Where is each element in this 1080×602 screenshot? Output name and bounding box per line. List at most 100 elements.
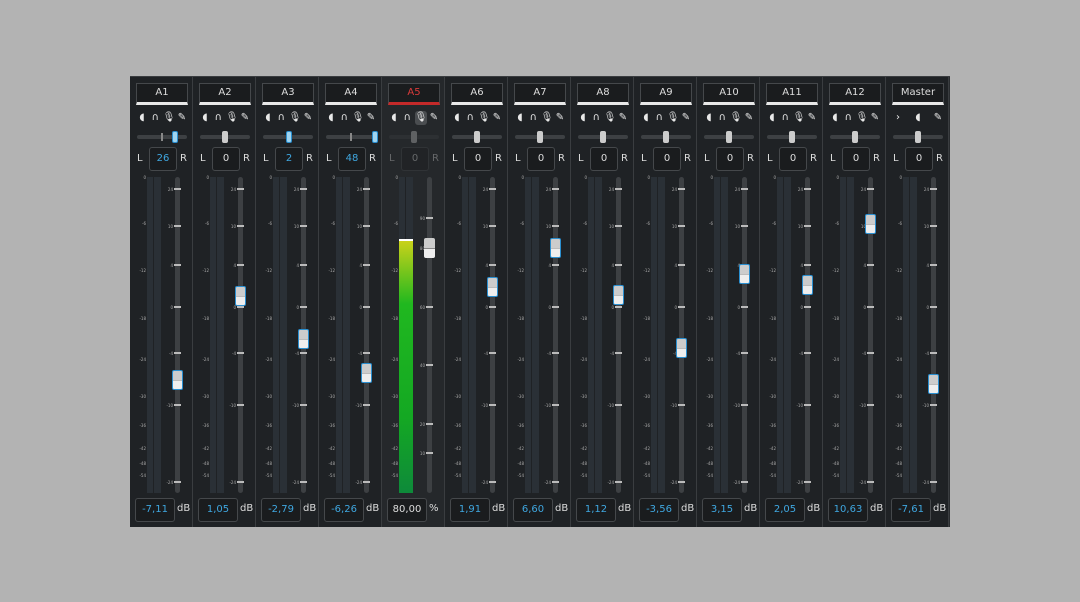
pan-value[interactable]: 0 <box>212 147 240 171</box>
mic-icon[interactable]: 🎙︎ <box>288 112 302 123</box>
edit-icon[interactable]: ✎ <box>240 112 250 123</box>
pan-thumb[interactable] <box>789 131 795 143</box>
volume-value-field[interactable]: 1,91 <box>450 498 490 522</box>
pan-value[interactable]: 0 <box>716 147 744 171</box>
headphones-icon[interactable]: ∩ <box>844 112 852 123</box>
edit-icon[interactable]: ✎ <box>303 112 313 123</box>
pan-thumb[interactable] <box>663 131 669 143</box>
pan-value[interactable]: 0 <box>527 147 555 171</box>
pan-thumb[interactable] <box>600 131 606 143</box>
pan-thumb[interactable] <box>852 131 858 143</box>
volume-value-field[interactable]: 1,05 <box>198 498 238 522</box>
channel-name[interactable]: A4 <box>325 83 377 105</box>
channel-name[interactable]: A10 <box>703 83 755 105</box>
pan-thumb[interactable] <box>286 131 292 143</box>
channel-name[interactable]: A6 <box>451 83 503 105</box>
mic-icon[interactable]: 🎙︎ <box>729 112 743 123</box>
volume-value-field[interactable]: 80,00 <box>387 498 427 522</box>
edit-icon[interactable]: ✎ <box>177 112 187 123</box>
volume-fader-track[interactable] <box>616 177 621 493</box>
volume-fader-thumb[interactable] <box>865 214 876 235</box>
channel-name[interactable]: A5 <box>388 83 440 105</box>
headphones-icon[interactable]: ∩ <box>718 112 726 123</box>
volume-fader-thumb[interactable] <box>550 238 561 259</box>
speaker-icon[interactable]: ◖ <box>202 112 208 123</box>
mic-icon[interactable]: 🎙︎ <box>603 112 617 123</box>
mic-icon[interactable]: 🎙︎ <box>666 112 680 123</box>
volume-fader-thumb[interactable] <box>928 374 939 395</box>
channel-name[interactable]: A9 <box>640 83 692 105</box>
speaker-icon[interactable]: ◖ <box>265 112 271 123</box>
pan-slider[interactable] <box>830 131 880 143</box>
volume-fader-thumb[interactable] <box>298 329 309 350</box>
headphones-icon[interactable]: ∩ <box>529 112 537 123</box>
headphones-icon[interactable]: ∩ <box>214 112 222 123</box>
volume-fader-thumb[interactable] <box>613 285 624 306</box>
volume-value-field[interactable]: 2,05 <box>765 498 805 522</box>
pan-slider[interactable] <box>263 131 313 143</box>
pan-thumb[interactable] <box>411 131 417 143</box>
volume-value-field[interactable]: 1,12 <box>576 498 616 522</box>
volume-value-field[interactable]: -7,11 <box>135 498 175 522</box>
volume-fader-thumb[interactable] <box>235 285 246 306</box>
volume-fader-track[interactable] <box>364 177 369 493</box>
pan-thumb[interactable] <box>222 131 228 143</box>
mic-icon[interactable]: 🎙︎ <box>792 112 806 123</box>
pan-value[interactable]: 0 <box>779 147 807 171</box>
volume-fader-track[interactable] <box>490 177 495 493</box>
mic-icon[interactable]: 🎙︎ <box>414 111 428 125</box>
headphones-icon[interactable]: ∩ <box>277 112 285 123</box>
speaker-icon[interactable]: ◖ <box>391 112 397 123</box>
edit-icon[interactable]: ✎ <box>492 112 502 123</box>
pan-value[interactable]: 0 <box>464 147 492 171</box>
volume-value-field[interactable]: 10,63 <box>828 498 868 522</box>
channel-name[interactable]: A7 <box>514 83 566 105</box>
speaker-icon[interactable]: ◖ <box>580 112 586 123</box>
pan-slider[interactable] <box>893 131 943 143</box>
edit-icon[interactable]: ✎ <box>870 112 880 123</box>
volume-value-field[interactable]: -3,56 <box>639 498 679 522</box>
volume-fader-track[interactable] <box>553 177 558 493</box>
mic-icon[interactable]: 🎙︎ <box>162 112 176 123</box>
channel-name[interactable]: A11 <box>766 83 818 105</box>
volume-fader-track[interactable] <box>175 177 180 493</box>
volume-fader-thumb[interactable] <box>802 275 813 296</box>
mic-icon[interactable]: 🎙︎ <box>351 112 365 123</box>
volume-fader-track[interactable] <box>931 177 936 493</box>
pan-thumb[interactable] <box>537 131 543 143</box>
volume-fader-thumb[interactable] <box>487 276 498 297</box>
volume-fader-track[interactable] <box>868 177 873 493</box>
pan-slider[interactable] <box>515 131 565 143</box>
volume-fader-thumb[interactable] <box>739 263 750 284</box>
chevron-right-icon[interactable]: › <box>896 112 900 123</box>
pan-thumb[interactable] <box>915 131 921 143</box>
speaker-icon[interactable]: ◖ <box>915 112 921 123</box>
channel-name[interactable]: A3 <box>262 83 314 105</box>
mic-icon[interactable]: 🎙︎ <box>477 112 491 123</box>
channel-name[interactable]: Master <box>892 83 944 105</box>
speaker-icon[interactable]: ◖ <box>328 112 334 123</box>
edit-icon[interactable]: ✎ <box>366 112 376 123</box>
pan-slider[interactable] <box>641 131 691 143</box>
pan-value[interactable]: 2 <box>275 147 303 171</box>
headphones-icon[interactable]: ∩ <box>466 112 474 123</box>
edit-icon[interactable]: ✎ <box>933 112 943 123</box>
volume-fader-thumb[interactable] <box>172 369 183 390</box>
speaker-icon[interactable]: ◖ <box>643 112 649 123</box>
edit-icon[interactable]: ✎ <box>744 112 754 123</box>
pan-value[interactable]: 26 <box>149 147 177 171</box>
pan-slider[interactable] <box>578 131 628 143</box>
speaker-icon[interactable]: ◖ <box>139 112 145 123</box>
pan-thumb[interactable] <box>372 131 378 143</box>
volume-fader-track[interactable] <box>742 177 747 493</box>
pan-value[interactable]: 0 <box>401 147 429 171</box>
volume-value-field[interactable]: 6,60 <box>513 498 553 522</box>
volume-fader-thumb[interactable] <box>361 362 372 383</box>
speaker-icon[interactable]: ◖ <box>517 112 523 123</box>
volume-value-field[interactable]: -6,26 <box>324 498 364 522</box>
volume-fader-thumb[interactable] <box>676 337 687 358</box>
edit-icon[interactable]: ✎ <box>618 112 628 123</box>
pan-slider[interactable] <box>767 131 817 143</box>
pan-value[interactable]: 0 <box>653 147 681 171</box>
volume-fader-thumb[interactable] <box>424 238 435 258</box>
